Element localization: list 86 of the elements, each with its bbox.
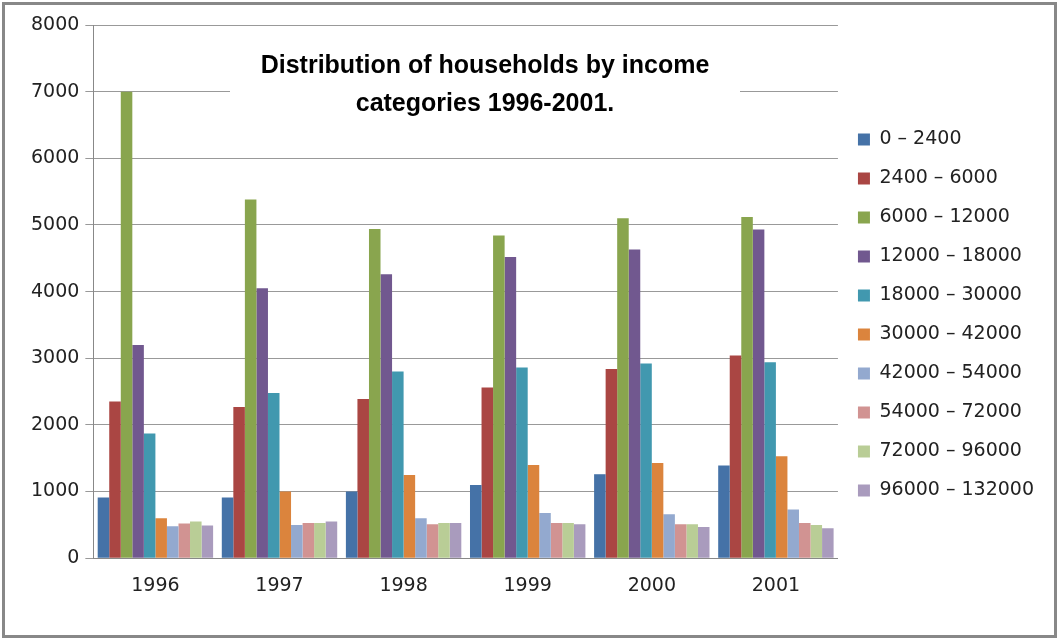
x-tick-label: 2000 — [627, 572, 676, 595]
bar — [686, 524, 698, 558]
bar — [426, 524, 439, 558]
bar — [775, 456, 788, 558]
bar — [403, 474, 416, 558]
bar — [663, 514, 675, 558]
bar — [178, 523, 191, 558]
bar — [166, 526, 179, 558]
y-tick-label: 3000 — [30, 345, 80, 368]
bar — [302, 522, 315, 558]
bar — [380, 274, 393, 558]
bar — [267, 392, 280, 558]
bar — [493, 235, 505, 558]
bar — [718, 465, 730, 558]
y-tick-label: 0 — [67, 545, 80, 568]
bar — [640, 363, 652, 558]
x-tick-label: 1999 — [503, 572, 552, 595]
legend-label: 0 – 2400 — [879, 126, 962, 149]
bar — [279, 491, 292, 558]
y-tick-label: 5000 — [30, 211, 80, 234]
bar — [594, 474, 606, 558]
bar — [109, 401, 121, 558]
bar — [97, 497, 110, 558]
bar — [628, 249, 641, 558]
bar — [787, 509, 799, 558]
bar — [617, 218, 629, 558]
bar — [674, 524, 687, 558]
bar — [132, 344, 144, 558]
bar — [810, 524, 823, 558]
bar — [155, 518, 167, 558]
legend-label: 6000 – 12000 — [879, 204, 1010, 227]
y-tick-label: 4000 — [30, 278, 80, 301]
bar — [438, 522, 450, 558]
bar — [697, 526, 710, 558]
bar — [539, 512, 551, 558]
x-tick-label: 1996 — [131, 572, 180, 595]
bar — [190, 521, 202, 558]
bar — [504, 256, 517, 558]
bar — [516, 367, 528, 558]
bar — [345, 491, 358, 558]
legend-label: 42000 – 54000 — [879, 360, 1022, 383]
legend-label: 54000 – 72000 — [879, 399, 1022, 422]
y-tick-label: 8000 — [30, 11, 80, 34]
bar — [120, 91, 133, 558]
bar — [244, 199, 257, 558]
x-tick-label: 1997 — [255, 572, 304, 595]
bar — [470, 484, 482, 558]
legend-label: 12000 – 18000 — [879, 243, 1022, 266]
legend-label: 30000 – 42000 — [879, 321, 1022, 344]
bar — [449, 522, 462, 558]
bar — [605, 368, 618, 558]
y-tick-label: 7000 — [30, 78, 80, 101]
bar — [233, 406, 245, 558]
bar — [527, 464, 540, 558]
bar — [550, 522, 563, 558]
bar — [741, 216, 753, 558]
legend-label: 72000 – 96000 — [879, 438, 1022, 461]
bar — [481, 387, 494, 558]
text: Distribution of households by income categories 1996-2001. — [230, 43, 740, 123]
legend-label: 2400 – 6000 — [879, 165, 998, 188]
y-tick-label: 6000 — [30, 145, 80, 168]
bar — [357, 398, 369, 558]
bar — [325, 521, 338, 558]
bar — [291, 524, 303, 558]
bar — [392, 371, 404, 558]
bar — [752, 229, 765, 558]
bar — [798, 522, 811, 558]
bar — [221, 497, 234, 558]
bar — [415, 518, 427, 558]
bar — [368, 228, 381, 558]
legend-label: 96000 – 132000 — [879, 477, 1035, 500]
bar — [562, 522, 574, 558]
bar — [573, 524, 586, 558]
x-tick-label: 2001 — [751, 572, 801, 595]
bar — [729, 355, 742, 558]
bar — [764, 362, 776, 558]
y-tick-label: 1000 — [30, 478, 80, 501]
bar — [256, 288, 268, 558]
bar — [822, 528, 834, 558]
bar — [651, 462, 664, 558]
x-tick-label: 1998 — [379, 572, 428, 595]
bar — [201, 525, 214, 558]
y-tick-label: 2000 — [30, 411, 80, 434]
bar — [314, 522, 326, 558]
bar — [143, 433, 156, 558]
legend-label: 18000 – 30000 — [879, 282, 1022, 305]
